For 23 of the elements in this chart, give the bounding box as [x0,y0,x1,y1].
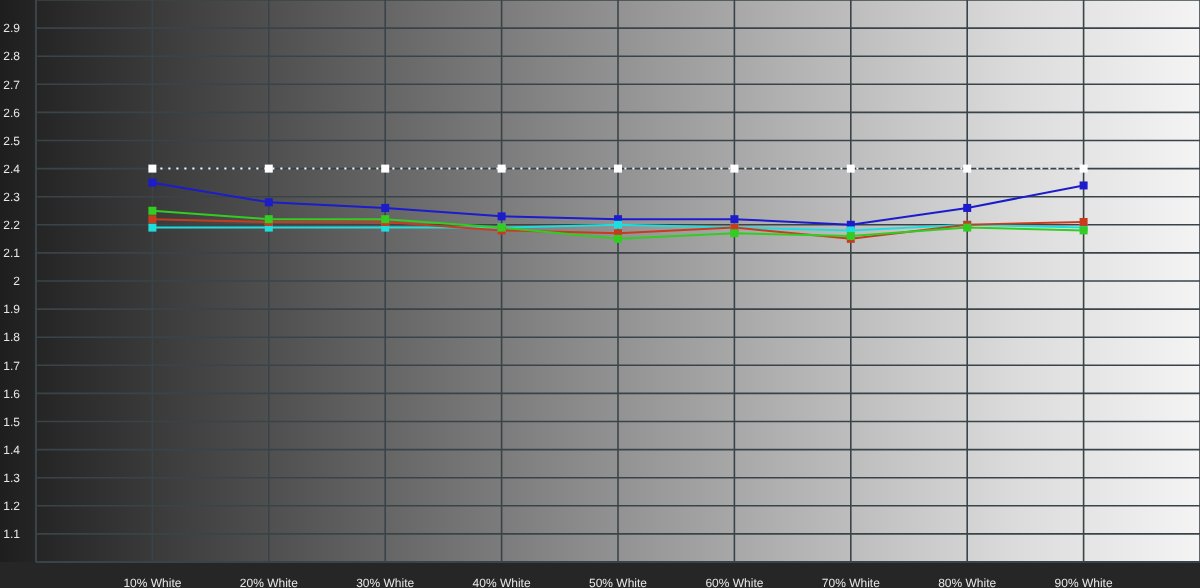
point [614,220,622,229]
point [963,203,972,212]
point [148,206,157,215]
point [381,164,390,173]
point [264,164,273,173]
point [730,229,739,238]
point [846,164,855,173]
point [730,164,739,173]
point [148,215,157,224]
point [497,212,506,221]
point [1079,217,1088,226]
point [381,203,390,212]
point [963,164,972,173]
point [264,198,273,207]
point [148,223,157,232]
point [497,164,506,173]
point [614,164,622,173]
point [730,215,739,224]
point [1079,181,1088,190]
point [1079,164,1088,173]
point [614,234,622,243]
point [148,178,157,187]
point [148,164,157,173]
